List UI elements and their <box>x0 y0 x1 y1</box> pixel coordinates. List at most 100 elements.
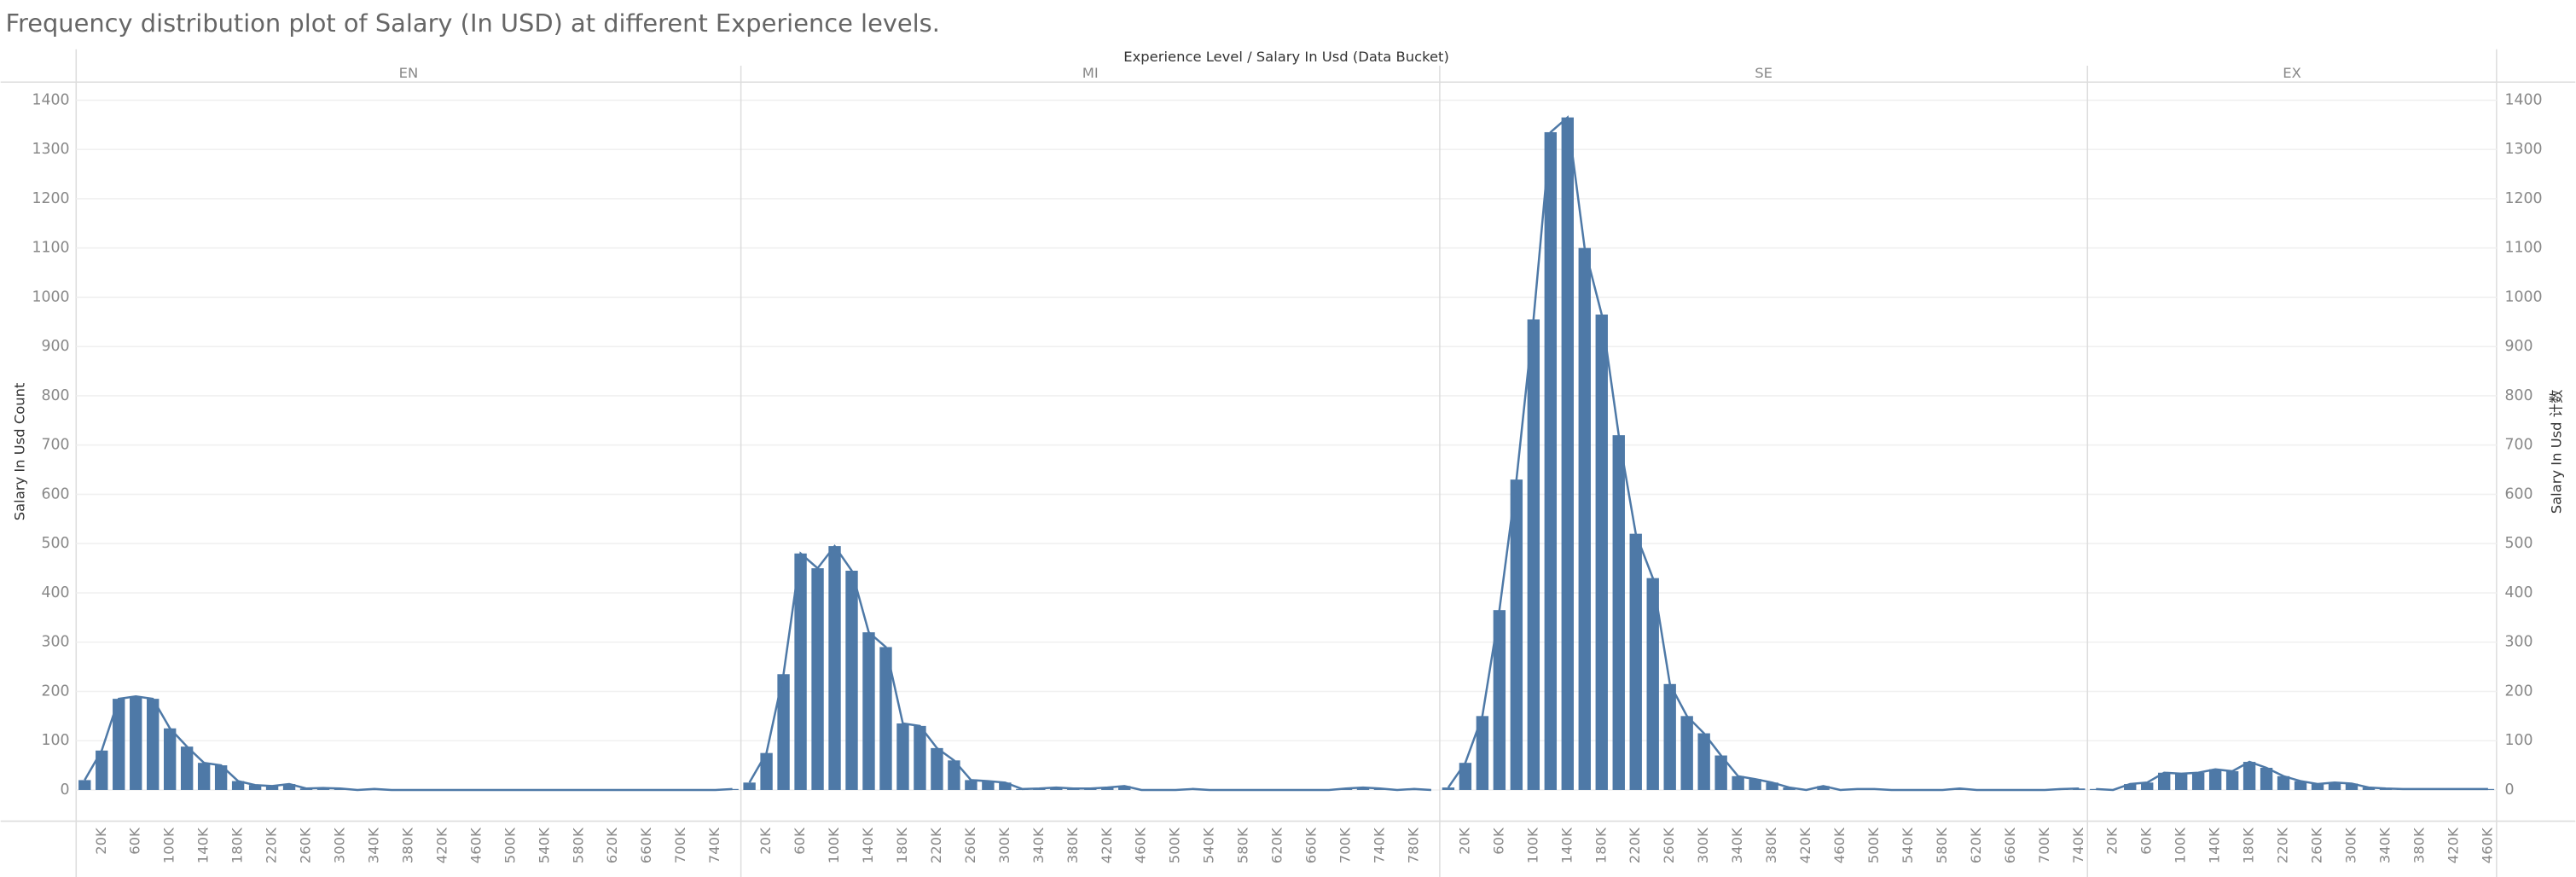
chart-title: Frequency distribution plot of Salary (I… <box>6 9 940 38</box>
y2-tick-label: 1000 <box>2504 288 2542 305</box>
bar <box>828 546 841 790</box>
x-tick-label: 260K <box>962 827 978 863</box>
x-tick-label: 100K <box>826 827 842 863</box>
y-tick-label: 200 <box>42 682 70 700</box>
x-tick-label: 700K <box>672 827 688 863</box>
bar <box>2242 762 2256 790</box>
x-tick-label: 660K <box>638 827 654 863</box>
x-tick-label: 700K <box>1337 827 1354 863</box>
x-tick-label: 20K <box>757 827 774 855</box>
y-tick-label: 1200 <box>32 190 70 207</box>
x-tick-label: 220K <box>1627 827 1643 863</box>
trend-line <box>2096 760 2488 792</box>
bar <box>96 750 108 790</box>
bar <box>1544 131 1558 790</box>
x-tick-label: 540K <box>536 827 552 863</box>
bar <box>811 568 824 790</box>
y-tick-label: 0 <box>61 781 70 799</box>
bar <box>1459 763 1472 790</box>
bar <box>777 674 790 790</box>
y2-tick-label: 300 <box>2504 634 2532 651</box>
x-tick-label: 60K <box>2138 827 2155 855</box>
bar <box>760 752 773 790</box>
bar <box>2174 773 2188 790</box>
x-tick-label: 220K <box>928 827 944 863</box>
bar <box>2260 767 2273 790</box>
x-tick-label: 60K <box>1490 827 1506 855</box>
y2-tick-label: 600 <box>2504 485 2532 502</box>
bar <box>2311 784 2324 790</box>
bar <box>2294 781 2307 790</box>
bar <box>1714 755 1727 790</box>
y-tick-label: 500 <box>42 535 70 552</box>
bar <box>948 760 960 790</box>
x-tick-label: 340K <box>365 827 381 863</box>
bar <box>1578 247 1591 790</box>
y2-tick-label: 200 <box>2504 682 2532 700</box>
x-tick-label: 460K <box>2479 827 2495 863</box>
y-tick-label: 1100 <box>32 240 70 257</box>
bar <box>794 553 807 790</box>
x-tick-label: 20K <box>2104 827 2121 855</box>
x-tick-label: 660K <box>1303 827 1320 863</box>
y2-tick-label: 400 <box>2504 584 2532 601</box>
bar <box>743 782 756 790</box>
y2-tick-label: 1100 <box>2504 240 2542 257</box>
x-tick-label: 540K <box>1201 827 1217 863</box>
x-tick-label: 420K <box>433 827 450 863</box>
y2-tick-label: 1300 <box>2504 141 2542 158</box>
x-tick-label: 260K <box>1661 827 1677 863</box>
bar <box>982 781 995 790</box>
x-tick-label: 140K <box>195 827 212 863</box>
x-tick-label: 620K <box>604 827 620 863</box>
x-tick-label: 460K <box>1133 827 1149 863</box>
bar <box>248 785 262 790</box>
bar <box>265 786 279 790</box>
x-tick-label: 460K <box>1831 827 1848 863</box>
x-tick-label: 100K <box>1524 827 1540 863</box>
bar <box>231 781 245 790</box>
bar <box>1646 578 1659 790</box>
bar <box>1595 314 1608 790</box>
x-tick-label: 500K <box>1865 827 1882 863</box>
bar <box>78 780 91 790</box>
x-tick-label: 420K <box>2445 827 2461 863</box>
panel-label: MI <box>1082 65 1099 81</box>
x-tick-label: 500K <box>1167 827 1183 863</box>
x-tick-label: 60K <box>127 827 143 855</box>
y-tick-label: 700 <box>42 437 70 454</box>
x-tick-label: 420K <box>1099 827 1115 863</box>
trend-line <box>84 694 733 792</box>
bar <box>2362 787 2376 790</box>
bar <box>965 780 978 790</box>
bar <box>113 699 125 790</box>
y-tick-label: 1400 <box>32 91 70 108</box>
y2-tick-label: 1400 <box>2504 91 2542 108</box>
x-tick-label: 660K <box>2002 827 2018 863</box>
x-tick-label: 300K <box>996 827 1012 863</box>
x-tick-label: 140K <box>1558 827 1575 863</box>
y-tick-label: 800 <box>42 387 70 404</box>
x-header: Experience Level / Salary In Usd (Data B… <box>1123 49 1449 65</box>
x-tick-label: 300K <box>2343 827 2359 863</box>
bar <box>197 763 211 790</box>
bar <box>1356 787 1370 790</box>
bar <box>1612 435 1625 790</box>
bar <box>2225 771 2239 790</box>
x-tick-label: 420K <box>1797 827 1813 863</box>
bar <box>1510 479 1523 790</box>
x-tick-label: 60K <box>792 827 808 855</box>
x-tick-label: 620K <box>1968 827 1984 863</box>
bar <box>1680 716 1693 790</box>
x-tick-label: 380K <box>399 827 415 863</box>
bar <box>931 747 943 790</box>
bar <box>2277 775 2290 790</box>
bar <box>845 570 858 790</box>
x-tick-label: 260K <box>2309 827 2325 863</box>
panel-label: SE <box>1755 65 1772 81</box>
x-tick-label: 620K <box>1269 827 1285 863</box>
y2-tick-label: 900 <box>2504 338 2532 355</box>
x-tick-label: 20K <box>1456 827 1472 855</box>
x-tick-label: 140K <box>860 827 876 863</box>
